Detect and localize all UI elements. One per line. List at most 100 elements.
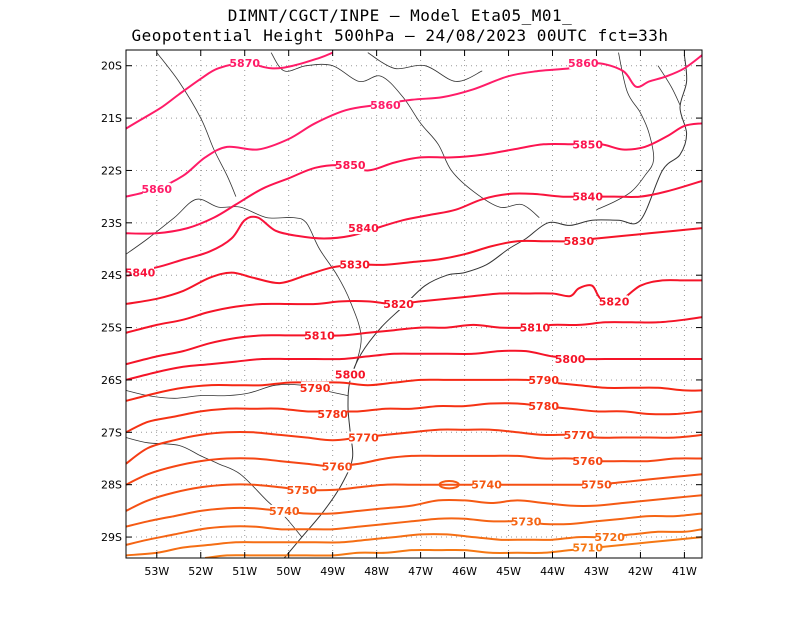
- title-line-1: DIMNT/CGCT/INPE – Model Eta05_M01_: [227, 6, 573, 25]
- contour-label-5800: 5800: [335, 369, 366, 382]
- contour-label-5860: 5860: [141, 183, 172, 196]
- contour-label-5830: 5830: [339, 259, 370, 272]
- contour-label-5850: 5850: [572, 138, 603, 151]
- contour-label-bg: [520, 321, 549, 334]
- contour-label-5740: 5740: [471, 479, 502, 492]
- contour-label-5810: 5810: [304, 329, 335, 342]
- lat-tick-label: 24S: [101, 269, 122, 282]
- contour-label-bg: [512, 515, 541, 528]
- lat-tick-label: 29S: [101, 531, 122, 544]
- contour-5800: [126, 349, 702, 381]
- contour-label-bg: [573, 541, 602, 554]
- contour-label-5820: 5820: [599, 295, 630, 308]
- contour-label-5800: 5800: [555, 353, 586, 366]
- contour-label-5750: 5750: [581, 479, 612, 492]
- lat-tick-label: 20S: [101, 60, 122, 73]
- contour-label-bg: [230, 57, 259, 70]
- closed-contour-5740: [438, 480, 460, 490]
- lon-tick-label: 43W: [584, 565, 609, 578]
- contour-label-bg: [349, 431, 378, 444]
- contour-label-5730: 5730: [511, 515, 542, 528]
- contour-5850: [126, 122, 702, 235]
- contour-label-5770: 5770: [348, 432, 379, 445]
- contour-label-5710: 5710: [572, 542, 603, 555]
- contour-label-bg: [573, 138, 602, 151]
- lon-tick-label: 51W: [232, 565, 257, 578]
- lon-tick-label: 44W: [540, 565, 565, 578]
- lon-tick-label: 48W: [364, 565, 389, 578]
- state-border: [367, 52, 483, 82]
- contour-5770: [126, 428, 702, 465]
- lon-tick-label: 52W: [188, 565, 213, 578]
- lon-tick-label: 42W: [628, 565, 653, 578]
- contour-label-5720: 5720: [594, 531, 625, 544]
- contour-label-5840: 5840: [572, 191, 603, 204]
- contour-5780: [126, 402, 702, 434]
- contour-5870: [126, 51, 334, 130]
- contour-5830: [126, 227, 702, 305]
- lat-tick-label: 22S: [101, 164, 122, 177]
- contour-label-bg: [318, 407, 347, 420]
- contour-5810: [126, 316, 702, 366]
- lat-tick-label: 21S: [101, 112, 122, 125]
- contour-label-bg: [600, 295, 629, 308]
- contour-label-bg: [287, 483, 316, 496]
- contour-label-bg: [384, 298, 413, 310]
- contour-label-5760: 5760: [572, 455, 603, 468]
- contour-5840: [126, 179, 702, 274]
- lat-tick-label: 23S: [101, 217, 122, 230]
- contour-label-5750: 5750: [287, 484, 318, 497]
- contour-label-5780: 5780: [317, 408, 348, 421]
- contour-5860: [126, 54, 702, 198]
- contour-label-5780: 5780: [528, 400, 559, 413]
- lon-tick-label: 45W: [496, 565, 521, 578]
- contour-label-5840: 5840: [348, 222, 379, 235]
- contour-label-bg: [472, 478, 501, 491]
- contour-5710: [204, 536, 702, 558]
- contour-label-5740: 5740: [269, 505, 300, 518]
- contour-label-bg: [582, 478, 611, 491]
- contour-label-bg: [573, 455, 602, 468]
- contour-label-5860: 5860: [370, 99, 401, 112]
- contour-label-bg: [564, 428, 593, 441]
- contour-label-bg: [349, 222, 378, 235]
- state-border: [657, 65, 681, 106]
- contour-label-bg: [595, 531, 624, 544]
- contour-label-5830: 5830: [564, 235, 595, 248]
- contour-label-5870: 5870: [229, 57, 260, 70]
- lon-tick-label: 46W: [452, 565, 477, 578]
- contour-label-bg: [564, 235, 593, 248]
- contour-label-bg: [556, 352, 585, 365]
- contour-label-5760: 5760: [322, 460, 353, 473]
- contour-label-bg: [301, 381, 330, 394]
- contour-label-bg: [126, 266, 154, 279]
- contour-label-bg: [340, 258, 369, 271]
- lon-tick-label: 49W: [320, 565, 345, 578]
- lon-tick-label: 53W: [144, 565, 169, 578]
- contour-label-5840: 5840: [125, 267, 156, 280]
- contour-5760: [126, 454, 702, 486]
- contour-label-bg: [323, 460, 352, 473]
- geography-lines: [126, 52, 688, 558]
- contour-5740: [126, 494, 702, 528]
- contour-label-5790: 5790: [528, 374, 559, 387]
- contour-label-5850: 5850: [335, 159, 366, 172]
- plot-frame: [125, 49, 703, 559]
- state-border: [596, 52, 655, 211]
- coastline: [283, 55, 688, 558]
- contour-label-bg: [529, 373, 558, 386]
- contour-label-bg: [336, 368, 365, 381]
- lon-tick-label: 50W: [276, 565, 301, 578]
- state-border: [270, 52, 540, 218]
- contour-label-bg: [142, 182, 171, 195]
- contour-label-bg: [573, 190, 602, 203]
- contour-label-bg: [305, 329, 334, 342]
- contour-label-bg: [371, 98, 400, 111]
- contour-5790: [126, 378, 702, 402]
- lat-tick-label: 28S: [101, 479, 122, 492]
- lat-tick-label: 26S: [101, 374, 122, 387]
- contour-label-bg: [569, 57, 598, 70]
- contour-label-bg: [336, 159, 365, 172]
- contour-label-5810: 5810: [520, 322, 551, 335]
- contour-5730: [126, 512, 702, 546]
